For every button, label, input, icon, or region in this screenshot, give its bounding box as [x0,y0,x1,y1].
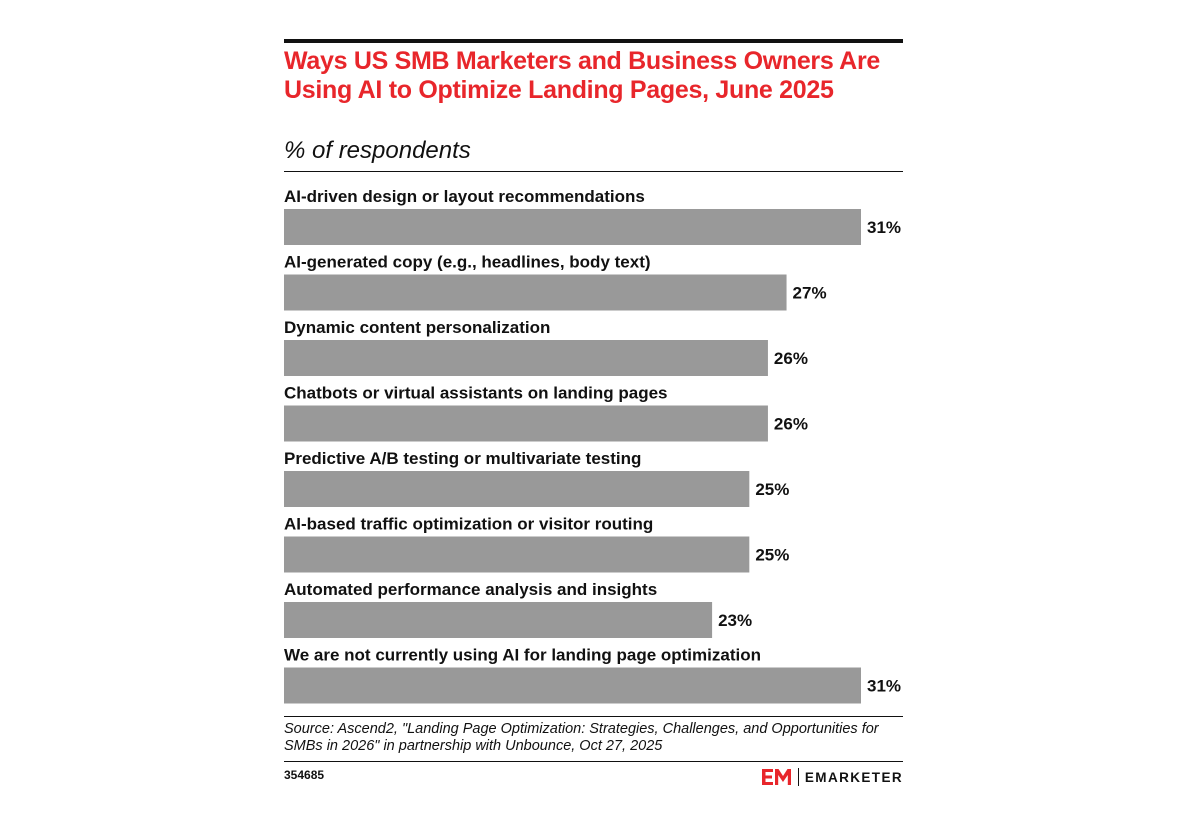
chart-id: 354685 [284,768,325,782]
bottom-rule [284,761,903,762]
bar-chart: AI-driven design or layout recommendatio… [284,187,901,704]
top-rule [284,39,903,43]
source-note: Source: Ascend2, "Landing Page Optimizat… [284,721,879,754]
bar [284,471,750,507]
category-label: AI-driven design or layout recommendatio… [284,187,645,206]
category-label: We are not currently using AI for landin… [284,646,761,665]
brand-logo: EMARKETER [761,766,903,788]
category-label: AI-based traffic optimization or visitor… [284,515,653,534]
chart-card: Ways US SMB Marketers and Business Owner… [284,0,903,824]
value-label: 26% [774,415,808,434]
footer-rule [284,716,903,717]
bar [284,274,787,311]
value-label: 27% [793,284,827,303]
bar [284,536,750,573]
bar [284,667,861,704]
title-rule [284,171,903,172]
chart-title: Ways US SMB Marketers and Business Owner… [284,47,880,104]
brand-name: EMARKETER [804,769,903,785]
value-label: 25% [755,480,789,499]
category-label: AI-generated copy (e.g., headlines, body… [284,253,651,272]
value-label: 31% [867,677,901,696]
value-label: 25% [755,546,789,565]
category-label: Dynamic content personalization [284,318,550,337]
bar [284,602,713,638]
value-label: 23% [718,611,752,630]
bar [284,405,768,442]
bar [284,209,861,245]
bar [284,340,768,376]
category-label: Predictive A/B testing or multivariate t… [284,449,641,468]
value-label: 26% [774,349,808,368]
value-label: 31% [867,218,901,237]
em-logo-icon [761,769,791,785]
category-label: Automated performance analysis and insig… [284,580,657,599]
category-label: Chatbots or virtual assistants on landin… [284,384,668,403]
brand-separator [797,768,799,786]
chart-subtitle: % of respondents [284,137,471,164]
